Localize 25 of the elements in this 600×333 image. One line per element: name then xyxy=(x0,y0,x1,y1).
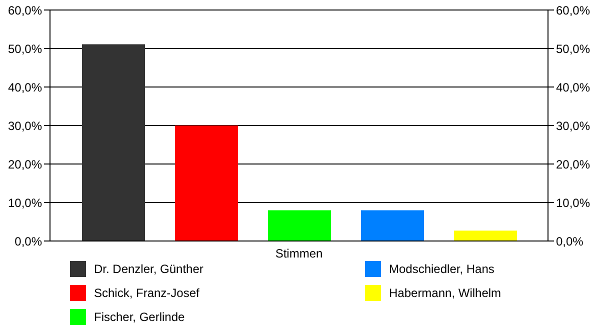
text: 30,0% xyxy=(556,118,590,133)
y-tick-label: 40,0% xyxy=(8,80,42,94)
y-tick-label: 10,0% xyxy=(8,196,42,210)
y-tick-label: 0,0% xyxy=(14,234,42,248)
legend-label: Habermann, Wilhelm xyxy=(389,286,502,300)
text: 20,0% xyxy=(556,157,590,172)
y-tick-label: 60,0% xyxy=(8,3,42,18)
legend-label: Dr. Denzler, Günther xyxy=(94,262,204,276)
bar xyxy=(361,210,424,241)
legend-label: Fischer, Gerlinde xyxy=(94,310,185,324)
y-tick-label: 30,0% xyxy=(8,118,42,133)
bar xyxy=(268,210,331,241)
text: 60,0% xyxy=(556,3,590,18)
text: 40,0% xyxy=(556,80,590,94)
legend-label: Modschiedler, Hans xyxy=(389,262,494,276)
bar xyxy=(454,230,517,241)
text: 10,0% xyxy=(556,196,590,210)
y-tick-label: 50,0% xyxy=(8,42,42,56)
text: 0,0% xyxy=(556,234,584,248)
text: 50,0% xyxy=(556,42,590,56)
x-tick-label: Stimmen xyxy=(275,246,323,261)
y-tick-label: 20,0% xyxy=(8,157,42,172)
bar xyxy=(82,44,145,241)
bar xyxy=(175,126,238,241)
legend-label: Schick, Franz-Josef xyxy=(94,286,200,300)
